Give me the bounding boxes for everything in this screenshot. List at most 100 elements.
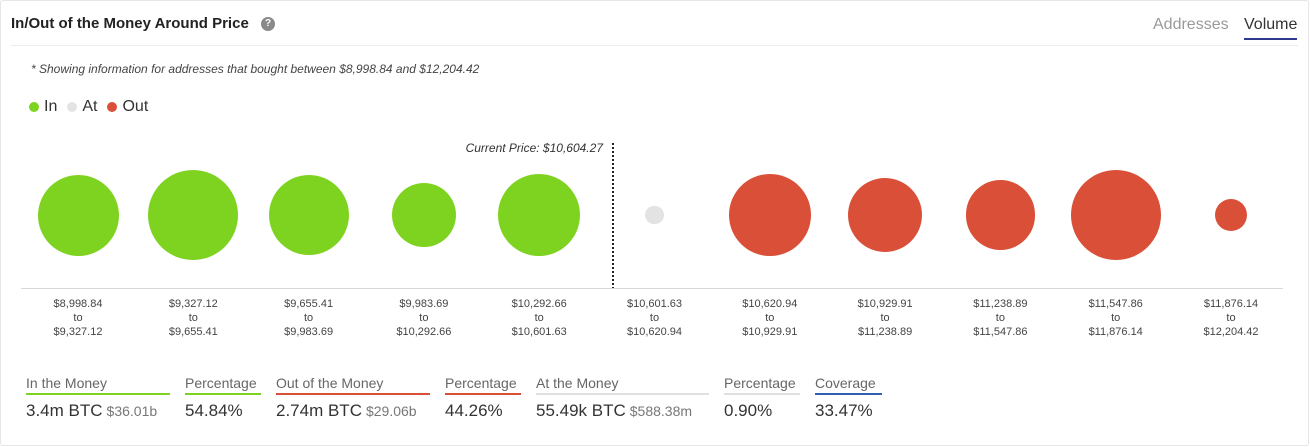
bin-label-connector: to (419, 312, 429, 324)
stat-out-of-the-money-value: 2.74m BTC $29.06b (276, 401, 430, 421)
bin-label-to: $10,929.91 (742, 326, 798, 338)
stat-in-the-money: In the Money 3.4m BTC $36.01b (26, 375, 170, 421)
legend-dot-at (67, 102, 78, 112)
stat-at-percentage-value: 0.90% (724, 401, 773, 420)
bin-label: $10,601.63 to $10,620.94 (600, 297, 710, 339)
chart-legend: In At Out (29, 98, 158, 116)
current-price-line (612, 143, 614, 289)
stat-out-of-the-money-title: Out of the Money (276, 375, 430, 395)
out-money-usd: $29.06b (365, 403, 417, 419)
page-title: In/Out of the Money Around Price (11, 15, 249, 32)
help-icon[interactable]: ? (261, 17, 275, 31)
at-money-btc: 55.49k BTC (536, 401, 626, 420)
stat-coverage-title: Coverage (815, 375, 882, 395)
legend-item-in: In (29, 98, 57, 116)
stat-at-the-money: At the Money 55.49k BTC $588.38m (536, 375, 709, 421)
stat-out-percentage-value: 44.26% (445, 401, 503, 420)
bin-label-to: $10,620.94 (626, 326, 683, 338)
stat-at-the-money-value: 55.49k BTC $588.38m (536, 401, 709, 421)
in-money-btc: 3.4m BTC (26, 401, 103, 420)
bin-label-to: $10,601.63 (511, 326, 567, 338)
header-divider (11, 45, 1298, 46)
legend-dot-in (29, 102, 39, 112)
stat-out-percentage-title: Percentage (445, 375, 521, 395)
stat-at-the-money-title: At the Money (536, 375, 709, 395)
bin-label-to: $10,292.66 (396, 326, 452, 338)
bubble-in[interactable] (391, 182, 457, 248)
bin-label: $9,327.12 to $9,655.41 (138, 297, 248, 339)
out-money-btc: 2.74m BTC (276, 401, 362, 420)
bin-label-connector: to (649, 312, 660, 324)
stat-at-percentage: Percentage 0.90% (724, 375, 800, 421)
bin-label: $10,620.94 to $10,929.91 (715, 297, 825, 339)
bubble-out[interactable] (1214, 198, 1248, 232)
bin-label-from: $10,929.91 (857, 298, 913, 310)
bin-label-from: $8,998.84 (53, 298, 103, 310)
bin-label-connector: to (188, 312, 198, 324)
bin-label-connector: to (880, 312, 890, 324)
legend-label-out: Out (122, 98, 149, 115)
bin-label: $9,655.41 to $9,983.69 (254, 297, 364, 339)
legend-label-at: At (82, 98, 98, 115)
tab-addresses[interactable]: Addresses (1153, 16, 1229, 33)
bin-label-to: $11,238.89 (857, 326, 913, 338)
bin-label-from: $10,620.94 (742, 298, 798, 310)
bubble-out[interactable] (728, 174, 811, 256)
bubble-in[interactable] (148, 170, 239, 260)
bin-label-to: $9,327.12 (53, 326, 103, 338)
bin-label-from: $11,876.14 (1203, 298, 1259, 310)
legend-item-out: Out (107, 98, 148, 116)
bin-label-to: $11,547.86 (973, 326, 1028, 338)
bin-label-connector: to (534, 312, 544, 324)
bin-label-from: $10,292.66 (511, 298, 567, 310)
bin-label-connector: to (995, 312, 1005, 324)
bin-label: $11,547.86 to $11,876.14 (1061, 297, 1171, 339)
legend-dot-out (107, 102, 118, 112)
bubble-in[interactable] (498, 174, 581, 256)
at-money-usd: $588.38m (629, 403, 693, 419)
bin-label-connector: to (1111, 312, 1121, 324)
bin-label: $11,876.14 to $12,204.42 (1176, 297, 1286, 339)
bin-label: $11,238.89 to $11,547.86 (945, 297, 1055, 339)
chart-axis-line (21, 288, 1283, 289)
bubble-in[interactable] (268, 174, 349, 256)
bin-label-from: $11,547.86 (1088, 298, 1143, 310)
in-money-usd: $36.01b (106, 403, 158, 419)
bubble-out[interactable] (1070, 170, 1161, 260)
stat-out-of-the-money: Out of the Money 2.74m BTC $29.06b (276, 375, 430, 421)
stat-in-percentage: Percentage 54.84% (185, 375, 261, 421)
bubble-at[interactable] (645, 205, 664, 225)
legend-label-in: In (44, 98, 58, 115)
current-price-label: Current Price: $10,604.27 (465, 141, 603, 155)
tab-volume[interactable]: Volume (1244, 16, 1298, 40)
bin-label: $9,983.69 to $10,292.66 (369, 297, 479, 339)
stat-coverage-value: 33.47% (815, 401, 873, 420)
legend-item-at: At (67, 98, 97, 116)
stat-in-percentage-value: 54.84% (185, 401, 243, 420)
bin-label-connector: to (73, 312, 83, 324)
bin-label-to: $12,204.42 (1203, 326, 1259, 338)
stat-in-percentage-title: Percentage (185, 375, 261, 395)
bubble-out[interactable] (847, 177, 923, 253)
bin-label-to: $9,983.69 (284, 326, 334, 338)
stat-in-the-money-title: In the Money (26, 375, 170, 395)
stat-at-percentage-title: Percentage (724, 375, 800, 395)
bin-label: $10,929.91 to $11,238.89 (830, 297, 940, 339)
stat-in-the-money-value: 3.4m BTC $36.01b (26, 401, 170, 421)
bubble-in[interactable] (37, 174, 119, 256)
bin-label-from: $9,655.41 (284, 298, 334, 310)
bin-label-connector: to (1226, 312, 1236, 324)
bin-label-from: $10,601.63 (626, 298, 683, 310)
bin-label: $8,998.84 to $9,327.12 (23, 297, 133, 339)
bin-label-connector: to (304, 312, 314, 324)
bin-label-from: $9,983.69 (399, 298, 449, 310)
bubble-out[interactable] (965, 180, 1036, 250)
bin-label-from: $9,327.12 (168, 298, 218, 310)
bin-label: $10,292.66 to $10,601.63 (484, 297, 594, 339)
bin-label-from: $11,238.89 (973, 298, 1028, 310)
bin-label-connector: to (765, 312, 775, 324)
range-note: * Showing information for addresses that… (31, 62, 480, 76)
stat-coverage: Coverage 33.47% (815, 375, 882, 421)
bin-label-to: $11,876.14 (1088, 326, 1143, 338)
